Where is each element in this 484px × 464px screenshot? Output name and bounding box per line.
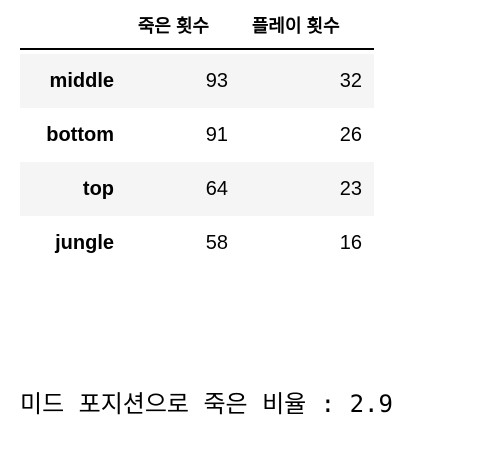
print-output: 미드 포지션으로 죽은 비율 : 2.9 바텀 포지션으로 죽은 비율 : 3.… — [20, 314, 393, 464]
cell-plays: 32 — [339, 70, 362, 92]
cell-deaths: 64 — [205, 178, 228, 200]
row-index: jungle — [55, 232, 114, 254]
table-row: top 64 23 — [20, 162, 374, 216]
row-index: middle — [49, 70, 114, 92]
output-line-mid: 미드 포지션으로 죽은 비율 : 2.9 — [20, 390, 393, 418]
row-index: bottom — [46, 124, 114, 146]
table-row: bottom 91 26 — [20, 108, 374, 162]
cell-plays: 16 — [339, 232, 362, 254]
cell-plays: 26 — [339, 124, 362, 146]
cell-deaths: 93 — [205, 70, 228, 92]
cell-deaths: 91 — [205, 124, 228, 146]
column-header-plays: 플레이 횟수 — [252, 16, 340, 36]
cell-deaths: 58 — [205, 232, 228, 254]
table-row: jungle 58 16 — [20, 216, 374, 270]
cell-plays: 23 — [339, 178, 362, 200]
table-header: 죽은 횟수 플레이 횟수 — [20, 6, 374, 50]
table-body: middle 93 32 bottom 91 26 top 64 23 jung… — [20, 54, 374, 270]
table-row: middle 93 32 — [20, 54, 374, 108]
column-header-deaths: 죽은 횟수 — [138, 16, 210, 36]
row-index: top — [82, 178, 114, 200]
